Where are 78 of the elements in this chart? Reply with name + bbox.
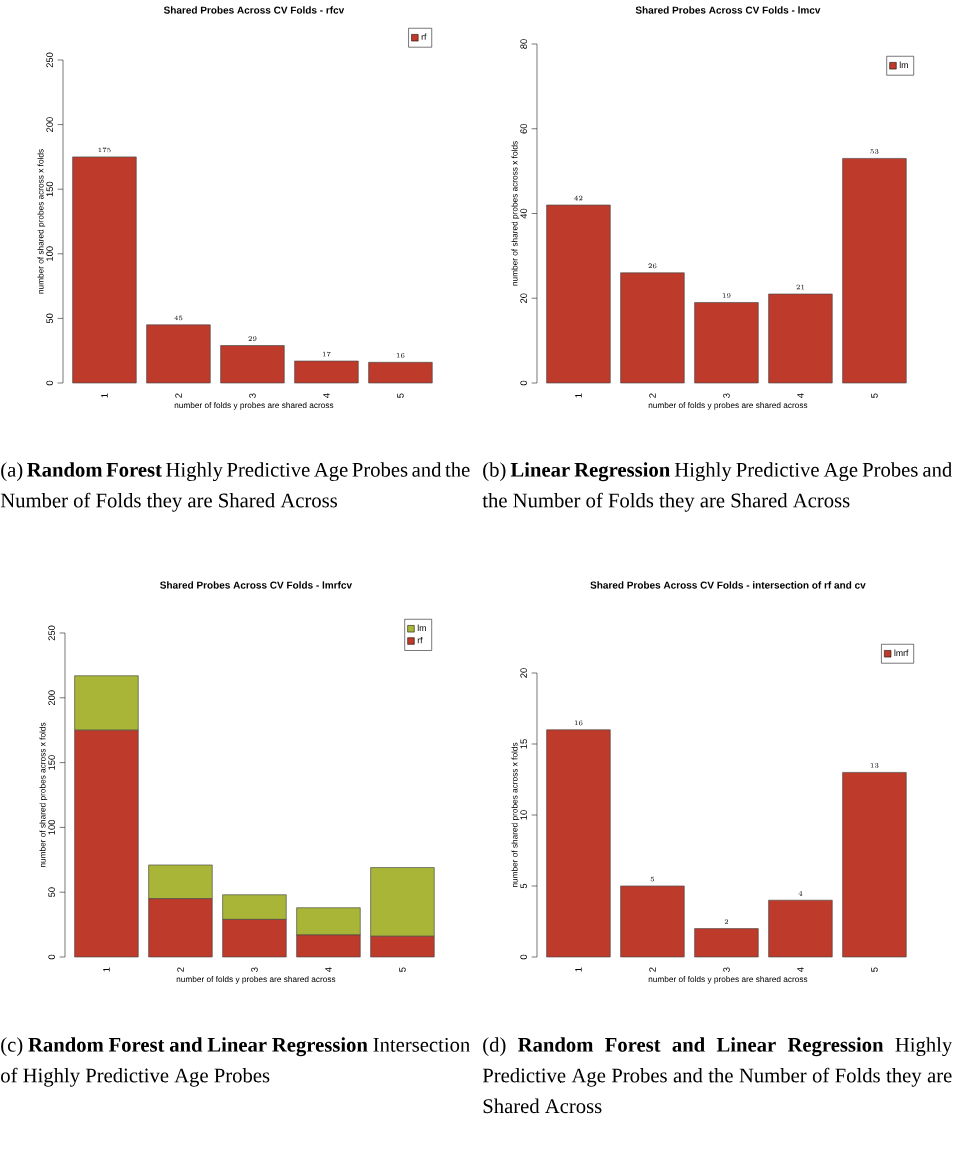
y-tick-label: 200 xyxy=(46,117,53,132)
y-tick-label: 15 xyxy=(520,739,527,749)
y-tick-label: 100 xyxy=(46,246,53,261)
text: (b) Linear Regression Highly Predictive Age Probes and the Number of Folds they are Shared Across xyxy=(482,462,953,512)
bar xyxy=(294,360,359,384)
chart-title: Shared Probes Across CV Folds - lmcv xyxy=(635,6,821,14)
x-tick-label: 1 xyxy=(103,967,110,972)
x-tick-label: 4 xyxy=(323,393,330,399)
x-tick-label: 2 xyxy=(649,967,656,972)
y-tick-label: 40 xyxy=(520,208,527,219)
x-tick-label: 5 xyxy=(397,393,404,398)
bar xyxy=(842,772,907,958)
y-tick-label: 100 xyxy=(48,819,55,835)
y-tick-label: 250 xyxy=(48,625,55,641)
y-axis-title: number of shared probes across x folds xyxy=(37,149,46,294)
x-axis-title: number of folds y probes are shared across xyxy=(648,402,808,410)
y-tick-label: 20 xyxy=(520,668,527,678)
x-tick-label: 2 xyxy=(177,967,184,972)
x-tick-label: 1 xyxy=(575,967,582,972)
y-tick-label: 5 xyxy=(520,883,527,889)
y-tick-label: 60 xyxy=(520,123,527,134)
x-tick-label: 2 xyxy=(175,393,182,398)
y-tick-label: 80 xyxy=(520,39,527,49)
legend-label: lm xyxy=(417,624,426,631)
x-tick-label: 3 xyxy=(723,967,730,972)
chart-title: Shared Probes Across CV Folds - rfcv xyxy=(163,6,345,14)
x-tick-label: 4 xyxy=(797,393,804,399)
bar xyxy=(694,302,759,384)
x-axis-title: number of folds y probes are shared across xyxy=(176,976,336,984)
y-axis-title: number of shared probes across x folds xyxy=(511,742,520,888)
text: (a) Random Forest Highly Predictive Age Probes and the Number of Folds they are Shared Across xyxy=(0,462,470,512)
y-axis-title: number of shared probes across x folds xyxy=(39,722,48,868)
bar xyxy=(620,272,685,384)
y-tick-label: 50 xyxy=(46,313,53,324)
bar xyxy=(368,361,433,384)
x-tick-label: 3 xyxy=(251,967,258,972)
y-tick-label: 10 xyxy=(520,810,527,820)
x-tick-label: 4 xyxy=(325,967,332,973)
bar xyxy=(842,158,907,384)
legend-label: lmrf xyxy=(894,649,909,656)
x-tick-label: 5 xyxy=(399,967,406,972)
legend-label: rf xyxy=(417,636,423,644)
legend-label: rf xyxy=(421,33,427,40)
x-axis-title: number of folds y probes are shared across xyxy=(648,976,808,984)
bar xyxy=(694,928,759,958)
x-tick-label: 1 xyxy=(101,393,108,398)
x-tick-label: 3 xyxy=(249,393,256,398)
bar xyxy=(546,204,611,384)
y-tick-label: 250 xyxy=(46,52,53,68)
x-axis-title: number of folds y probes are shared across xyxy=(174,402,334,410)
bar xyxy=(768,293,833,384)
bar xyxy=(768,899,833,958)
bar xyxy=(146,324,211,384)
y-tick-label: 50 xyxy=(48,887,55,898)
bar xyxy=(546,729,611,958)
y-tick-label: 150 xyxy=(46,181,53,197)
bar xyxy=(620,885,685,958)
x-tick-label: 3 xyxy=(723,393,730,398)
x-tick-label: 4 xyxy=(797,967,804,973)
y-tick-label: 0 xyxy=(520,380,527,386)
x-tick-label: 1 xyxy=(575,393,582,398)
y-tick-label: 0 xyxy=(48,954,55,960)
text: (d) Random Forest and Linear Regression Highly Predictive Age Probes and the Number of Folds they are Shared Across xyxy=(482,1037,953,1114)
x-tick-label: 5 xyxy=(871,393,878,398)
chart-title: Shared Probes Across CV Folds - intersection of rf and cv xyxy=(590,581,866,589)
text: (c) Random Forest and Linear Regression Intersection of Highly Predictive Age Probes xyxy=(1,1037,470,1087)
y-axis-title: number of shared probes across x folds xyxy=(511,141,520,286)
chart-title: Shared Probes Across CV Folds - lmrfcv xyxy=(160,581,352,589)
y-tick-label: 0 xyxy=(520,954,527,960)
bar xyxy=(72,156,137,384)
legend-label: lm xyxy=(899,61,908,68)
x-tick-label: 2 xyxy=(649,393,656,398)
y-tick-label: 200 xyxy=(48,690,55,706)
y-tick-label: 20 xyxy=(520,293,527,303)
bar xyxy=(220,345,285,384)
y-tick-label: 0 xyxy=(46,380,53,386)
y-tick-label: 150 xyxy=(48,755,55,770)
x-tick-label: 5 xyxy=(871,967,878,972)
